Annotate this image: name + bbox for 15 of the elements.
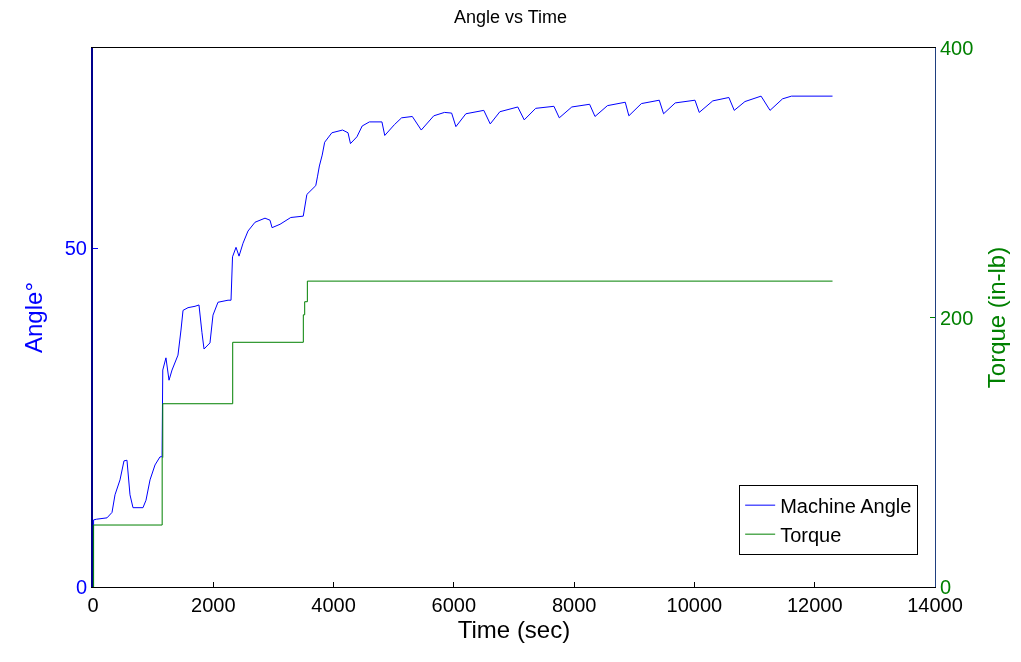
chart-title: Angle vs Time: [453, 6, 568, 27]
x-axis-title: Time (sec): [457, 616, 571, 643]
y2-axis-title: Torque (in-lb): [982, 246, 1010, 389]
legend-label: Torque: [780, 523, 842, 546]
y2-tick-label: 400: [940, 37, 974, 59]
x-tick-label: 2000: [191, 594, 236, 616]
y-tick-label: 50: [64, 237, 87, 260]
y2-tick-label: 200: [940, 306, 974, 329]
x-tick-label: 4000: [311, 594, 356, 616]
legend-label: Machine Angle: [780, 494, 912, 517]
x-tick-label: 6000: [431, 594, 477, 616]
x-tick-label: 12000: [786, 594, 843, 616]
x-tick-label: 8000: [551, 594, 597, 616]
y-axis-title: Angle°: [20, 282, 48, 353]
x-tick-label: 10000: [666, 594, 723, 616]
